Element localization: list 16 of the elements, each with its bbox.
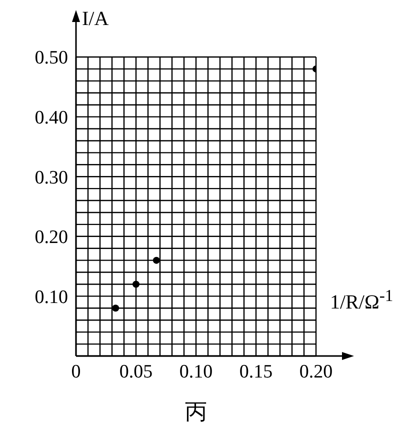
- y-tick-label: 0.50: [34, 48, 68, 69]
- text: 丙: [184, 398, 208, 426]
- point: [112, 304, 120, 312]
- x-tick-label: 0.20: [299, 361, 333, 382]
- y-tick-label: 0.10: [34, 286, 68, 308]
- point: [132, 280, 140, 288]
- x-tick-label: 0.15: [239, 361, 273, 382]
- y-tick-label: 0.40: [34, 108, 68, 129]
- x-tick-label: 0: [71, 361, 81, 382]
- x-tick-label: 0.05: [119, 361, 153, 382]
- x-tick-label: 0.10: [179, 361, 213, 382]
- point: [152, 256, 160, 264]
- y-tick-label: 0.30: [34, 167, 68, 188]
- y-axis-title: I/A: [82, 8, 109, 31]
- x-axis-title: 1/R/Ω$^{-1}$: [330, 286, 394, 315]
- y-tick-label: 0.20: [34, 227, 68, 248]
